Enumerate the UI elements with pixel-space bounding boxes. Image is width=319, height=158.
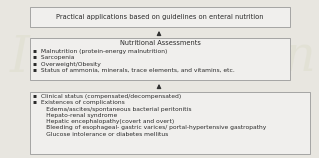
FancyBboxPatch shape <box>30 92 310 154</box>
Text: Practical applications based on guidelines on enteral nutrition: Practical applications based on guidelin… <box>56 14 264 20</box>
FancyBboxPatch shape <box>30 7 290 27</box>
Text: ▪  Clinical status (compensated/decompensated)
▪  Existences of complications
  : ▪ Clinical status (compensated/decompens… <box>33 94 266 137</box>
Text: en: en <box>255 33 317 83</box>
FancyBboxPatch shape <box>30 38 290 80</box>
Text: In: In <box>10 33 62 83</box>
Text: ▪  Malnutrition (protein-energy malnutrition)
▪  Sarcopenia
▪  Overweight/Obesit: ▪ Malnutrition (protein-energy malnutrit… <box>33 49 235 73</box>
Text: Nutritional Assessments: Nutritional Assessments <box>120 40 200 46</box>
